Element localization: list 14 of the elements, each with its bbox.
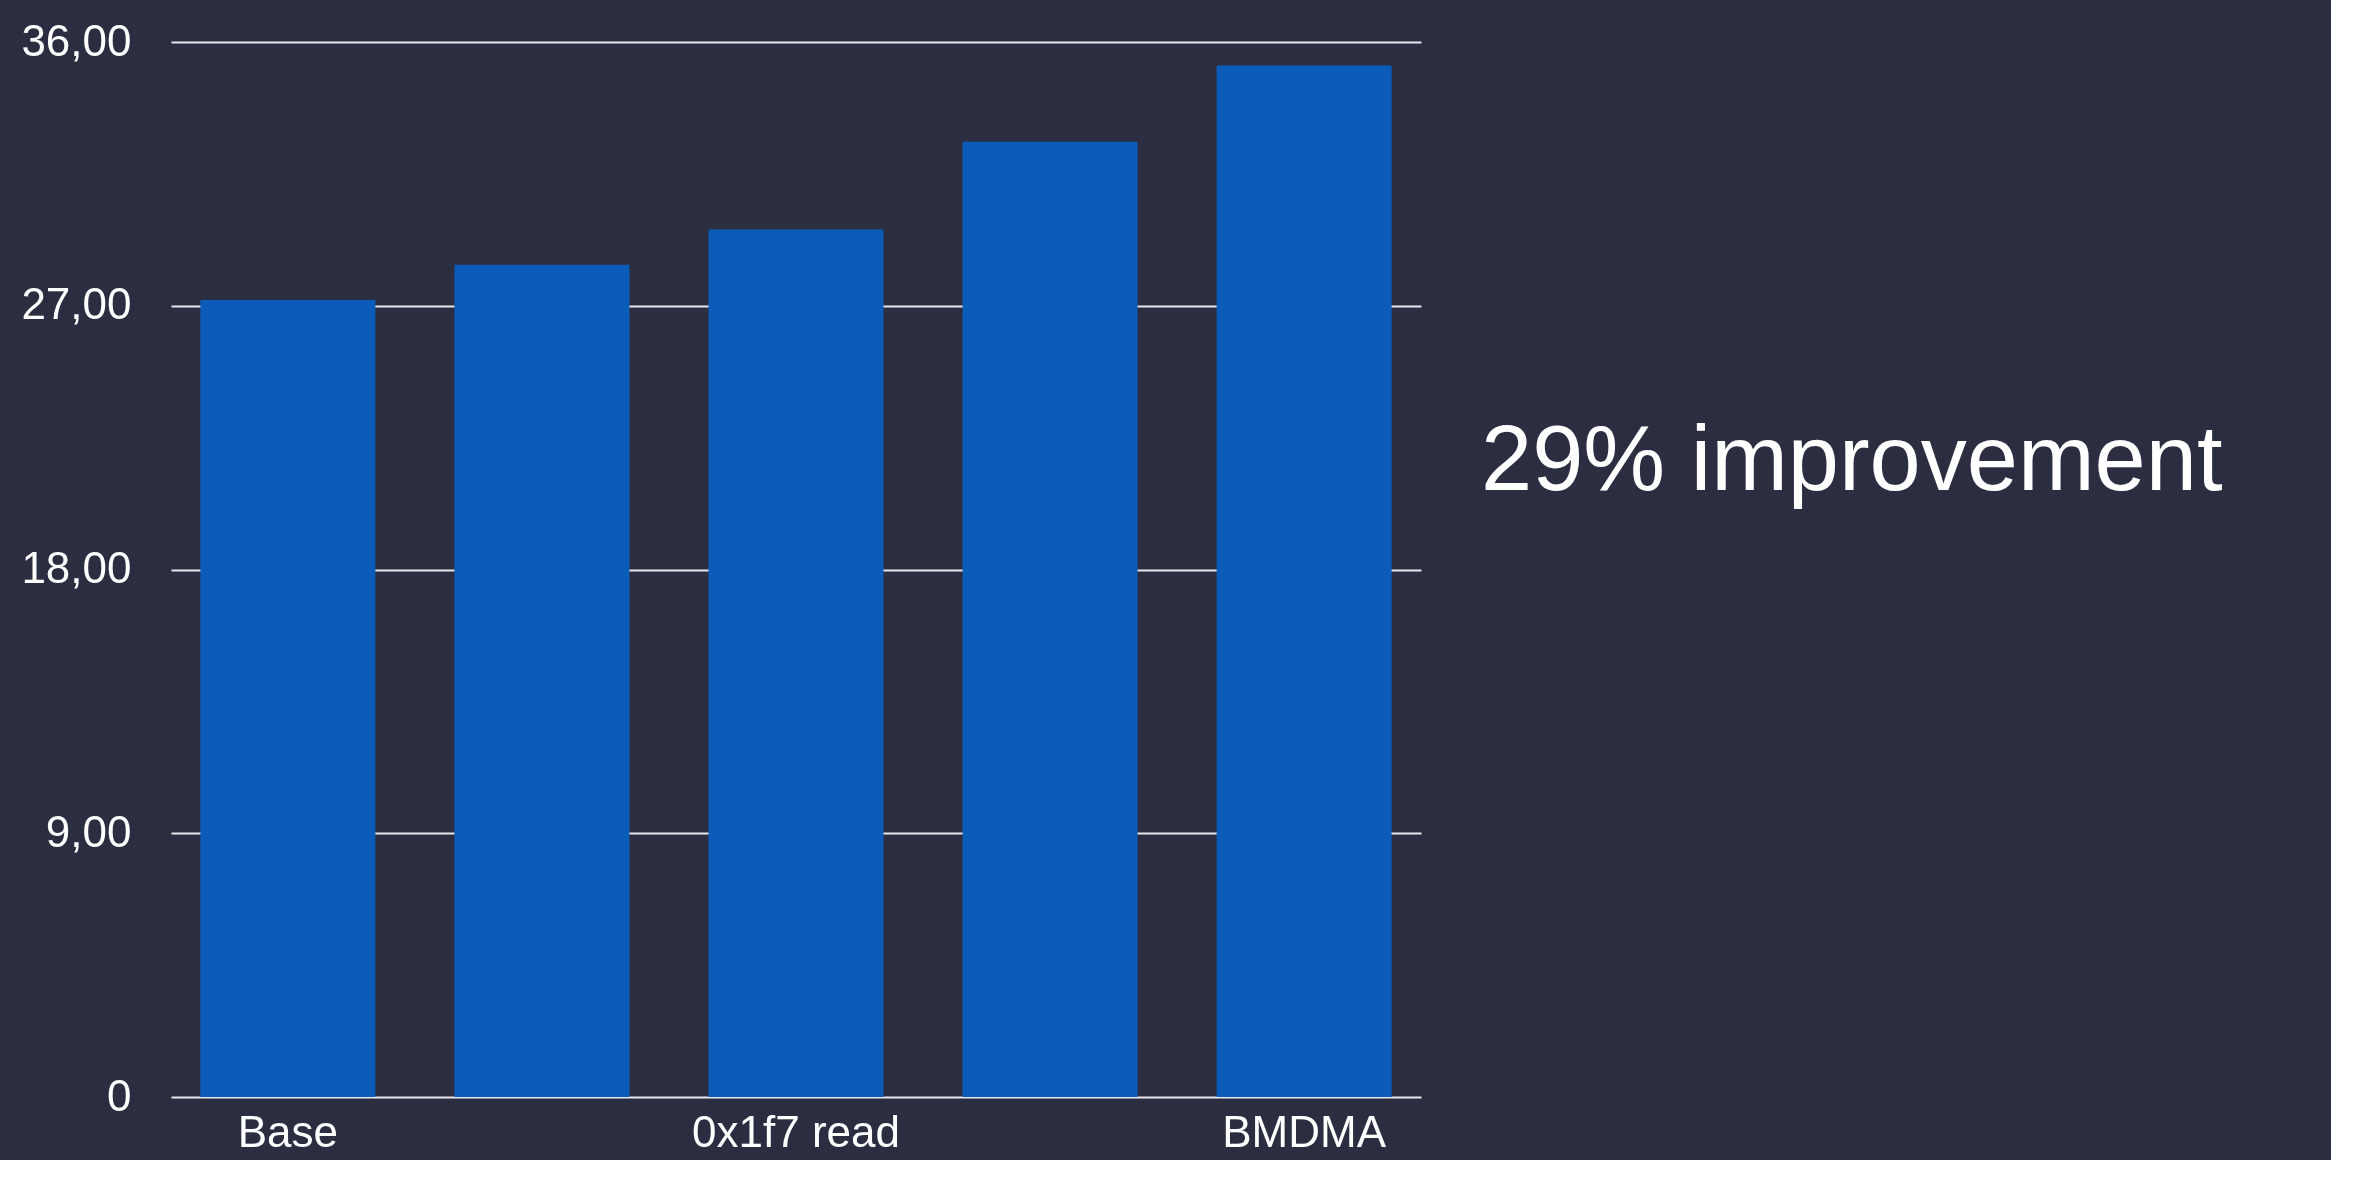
y-tick-label: 9,00	[45, 806, 132, 856]
x-tick-label: 0x1f7 read	[692, 1106, 900, 1156]
y-tick-label: 36,00	[21, 15, 132, 65]
y-tick-label: 27,00	[21, 279, 132, 329]
bar	[454, 264, 630, 1097]
bar	[1216, 65, 1392, 1097]
x-tick-label: BMDMA	[1222, 1106, 1387, 1156]
bar	[962, 141, 1138, 1097]
bar	[708, 229, 884, 1097]
text: 29% improvement	[1481, 407, 2223, 509]
y-tick-label: 18,00	[21, 543, 132, 592]
x-tick-label: Base	[237, 1106, 339, 1156]
y-tick-label: 0	[107, 1070, 132, 1120]
bar	[200, 299, 376, 1097]
